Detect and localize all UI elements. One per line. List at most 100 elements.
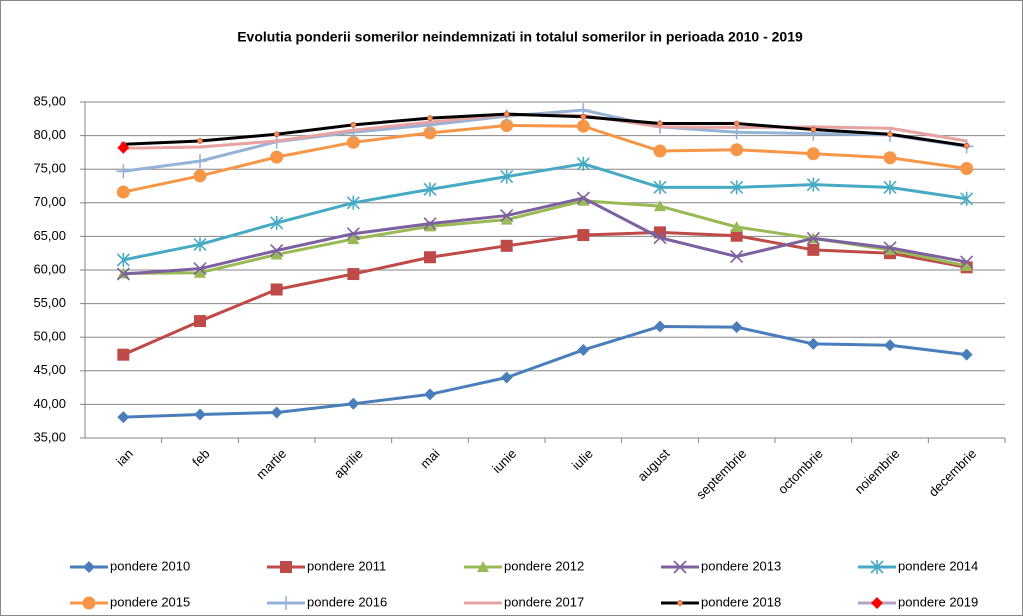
marker <box>576 119 590 133</box>
marker <box>82 596 96 610</box>
marker <box>960 255 974 269</box>
marker <box>960 259 973 271</box>
marker <box>730 321 743 334</box>
y-tick-label: 45,00 <box>33 362 66 377</box>
marker <box>346 135 360 149</box>
y-tick-label: 50,00 <box>33 329 66 344</box>
legend-label: pondere 2013 <box>701 558 781 573</box>
series-line <box>123 112 967 148</box>
legend-label: pondere 2017 <box>504 594 584 609</box>
series <box>117 226 973 361</box>
series <box>116 191 974 281</box>
marker <box>193 262 207 276</box>
y-tick-label: 55,00 <box>33 295 66 310</box>
marker <box>883 180 897 195</box>
marker <box>117 411 130 424</box>
marker <box>194 266 206 278</box>
marker <box>116 252 130 267</box>
marker <box>279 596 293 610</box>
marker <box>960 348 973 361</box>
marker <box>117 348 130 361</box>
series <box>117 141 130 154</box>
marker <box>960 162 974 176</box>
series-line <box>123 108 967 173</box>
y-tick-label: 60,00 <box>33 261 66 276</box>
marker <box>871 597 883 609</box>
marker <box>883 151 897 165</box>
marker <box>730 180 744 195</box>
marker <box>653 180 667 195</box>
marker <box>576 191 590 205</box>
marker <box>346 195 360 210</box>
series <box>116 119 974 199</box>
marker <box>503 111 510 117</box>
marker <box>500 213 513 225</box>
marker <box>280 561 292 573</box>
marker <box>807 337 820 350</box>
y-tick-label: 65,00 <box>33 228 66 243</box>
legend-label: pondere 2012 <box>504 558 584 573</box>
marker <box>423 126 437 140</box>
marker <box>806 147 820 161</box>
y-tick-label: 35,00 <box>33 429 66 444</box>
marker <box>347 268 360 281</box>
marker <box>870 560 884 574</box>
legend-label: pondere 2011 <box>307 558 386 573</box>
marker <box>730 143 744 157</box>
marker <box>807 243 820 256</box>
marker <box>193 169 207 183</box>
marker <box>423 182 437 197</box>
marker <box>810 126 817 133</box>
marker <box>580 113 587 120</box>
marker <box>270 243 284 258</box>
marker <box>963 142 970 149</box>
marker <box>273 131 280 138</box>
marker <box>577 194 590 206</box>
marker <box>806 231 820 245</box>
marker <box>270 283 283 296</box>
marker <box>806 177 820 192</box>
marker <box>270 150 284 164</box>
legend-label: pondere 2019 <box>898 594 978 609</box>
marker <box>193 237 207 252</box>
chart-title: Evolutia ponderii somerilor neindemnizat… <box>237 29 803 45</box>
y-tick-label: 70,00 <box>33 194 66 209</box>
marker <box>733 120 740 127</box>
marker <box>577 229 590 242</box>
marker <box>500 119 514 133</box>
marker <box>83 561 95 573</box>
marker <box>884 339 896 352</box>
marker <box>423 217 437 231</box>
marker <box>427 115 433 122</box>
marker <box>347 397 360 410</box>
marker <box>677 600 683 606</box>
series <box>116 156 974 267</box>
marker <box>960 191 974 206</box>
legend-label: pondere 2010 <box>110 558 190 573</box>
marker <box>653 144 667 158</box>
marker <box>424 251 436 264</box>
marker <box>347 233 360 245</box>
marker <box>730 249 744 264</box>
marker <box>887 131 893 138</box>
marker <box>673 560 687 574</box>
marker <box>194 408 206 421</box>
marker <box>116 185 130 199</box>
marker <box>116 267 130 281</box>
marker <box>346 227 360 241</box>
marker <box>350 121 357 128</box>
legend-label: pondere 2016 <box>307 594 387 609</box>
marker <box>653 231 667 245</box>
y-tick-label: 85,00 <box>33 93 66 108</box>
y-tick-label: 40,00 <box>33 396 66 411</box>
marker <box>270 406 283 419</box>
series <box>120 111 970 149</box>
marker <box>654 200 666 212</box>
marker <box>730 229 743 242</box>
marker <box>657 120 663 127</box>
y-tick-label: 80,00 <box>33 127 66 142</box>
marker <box>500 169 514 184</box>
